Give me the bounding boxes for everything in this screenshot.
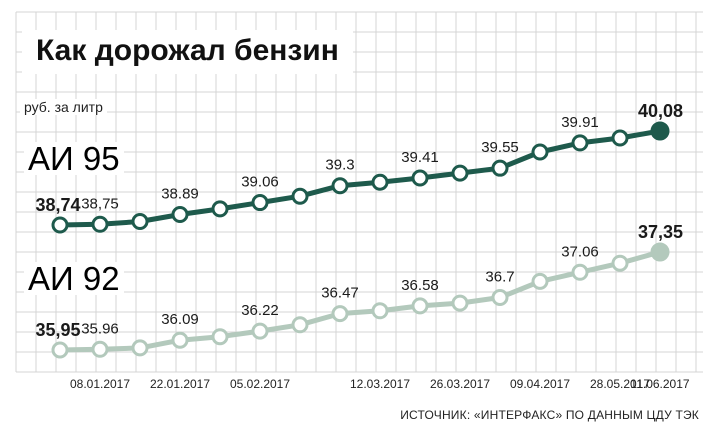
- data-label: 39.41: [401, 149, 439, 166]
- data-label: 39.91: [561, 114, 599, 131]
- data-point: [91, 340, 109, 358]
- data-point: [211, 328, 229, 346]
- data-point: [650, 121, 670, 141]
- data-point: [611, 129, 629, 147]
- data-point: [51, 341, 69, 359]
- data-point: [131, 212, 149, 230]
- data-point: [51, 216, 69, 234]
- data-point: [331, 305, 349, 323]
- title-box: Как дорожал бензин: [22, 30, 353, 74]
- data-point: [571, 134, 589, 152]
- data-label: 36.58: [401, 277, 439, 294]
- series-line: [57, 249, 663, 353]
- data-label: 39.55: [481, 139, 519, 156]
- series-line: [57, 128, 663, 228]
- data-point: [491, 159, 509, 177]
- data-label: 35.96: [81, 320, 119, 337]
- x-tick-label: 08.01.2017: [70, 377, 130, 391]
- data-point: [171, 205, 189, 223]
- data-label: 37,35: [638, 222, 683, 242]
- unit-label: руб. за литр: [20, 99, 107, 115]
- data-point: [611, 254, 629, 272]
- x-tick-label: 11.06.2017: [630, 377, 689, 391]
- data-point: [650, 242, 670, 262]
- data-point: [131, 339, 149, 357]
- source-note: ИСТОЧНИК: «ИНТЕРФАКС» ПО ДАННЫМ ЦДУ ТЭК: [400, 408, 699, 422]
- data-point: [251, 194, 269, 212]
- data-point: [451, 164, 469, 182]
- data-label: 36.09: [161, 311, 199, 328]
- data-point: [451, 294, 469, 312]
- x-tick-label: 05.02.2017: [230, 377, 290, 391]
- data-label: 39.3: [325, 157, 354, 174]
- data-point: [171, 331, 189, 349]
- data-point: [291, 316, 309, 334]
- data-label: 40,08: [638, 101, 683, 121]
- data-point: [411, 297, 429, 315]
- data-point: [491, 289, 509, 306]
- series-label-ai95: АИ 95: [24, 142, 124, 175]
- x-tick-label: 28.05.2017: [590, 377, 650, 391]
- x-tick-label: 09.04.2017: [510, 377, 570, 391]
- data-point: [371, 302, 389, 320]
- data-point: [91, 215, 109, 233]
- data-label: 36.7: [485, 269, 514, 286]
- data-label: 38,74: [35, 195, 80, 215]
- data-label: 35,95: [35, 320, 80, 340]
- x-tick-label: 22.01.2017: [150, 377, 210, 391]
- data-label: 36.22: [241, 302, 279, 319]
- data-point: [571, 263, 589, 281]
- x-tick-label: 26.03.2017: [430, 377, 490, 391]
- data-point: [531, 143, 549, 161]
- data-point: [371, 173, 389, 191]
- data-label: 37.06: [561, 243, 599, 260]
- data-label: 39.06: [241, 174, 279, 191]
- data-point: [331, 177, 349, 195]
- data-label: 36.47: [321, 285, 359, 302]
- data-label: 38.89: [161, 185, 199, 202]
- x-tick-label: 12.03.2017: [350, 377, 410, 391]
- data-point: [251, 322, 269, 340]
- data-point: [291, 187, 309, 205]
- data-label: 38,75: [81, 195, 119, 212]
- chart-title: Как дорожал бензин: [36, 34, 339, 67]
- data-point: [531, 272, 549, 290]
- data-point: [211, 200, 229, 218]
- series-label-ai92: АИ 92: [24, 262, 124, 295]
- data-point: [411, 169, 429, 187]
